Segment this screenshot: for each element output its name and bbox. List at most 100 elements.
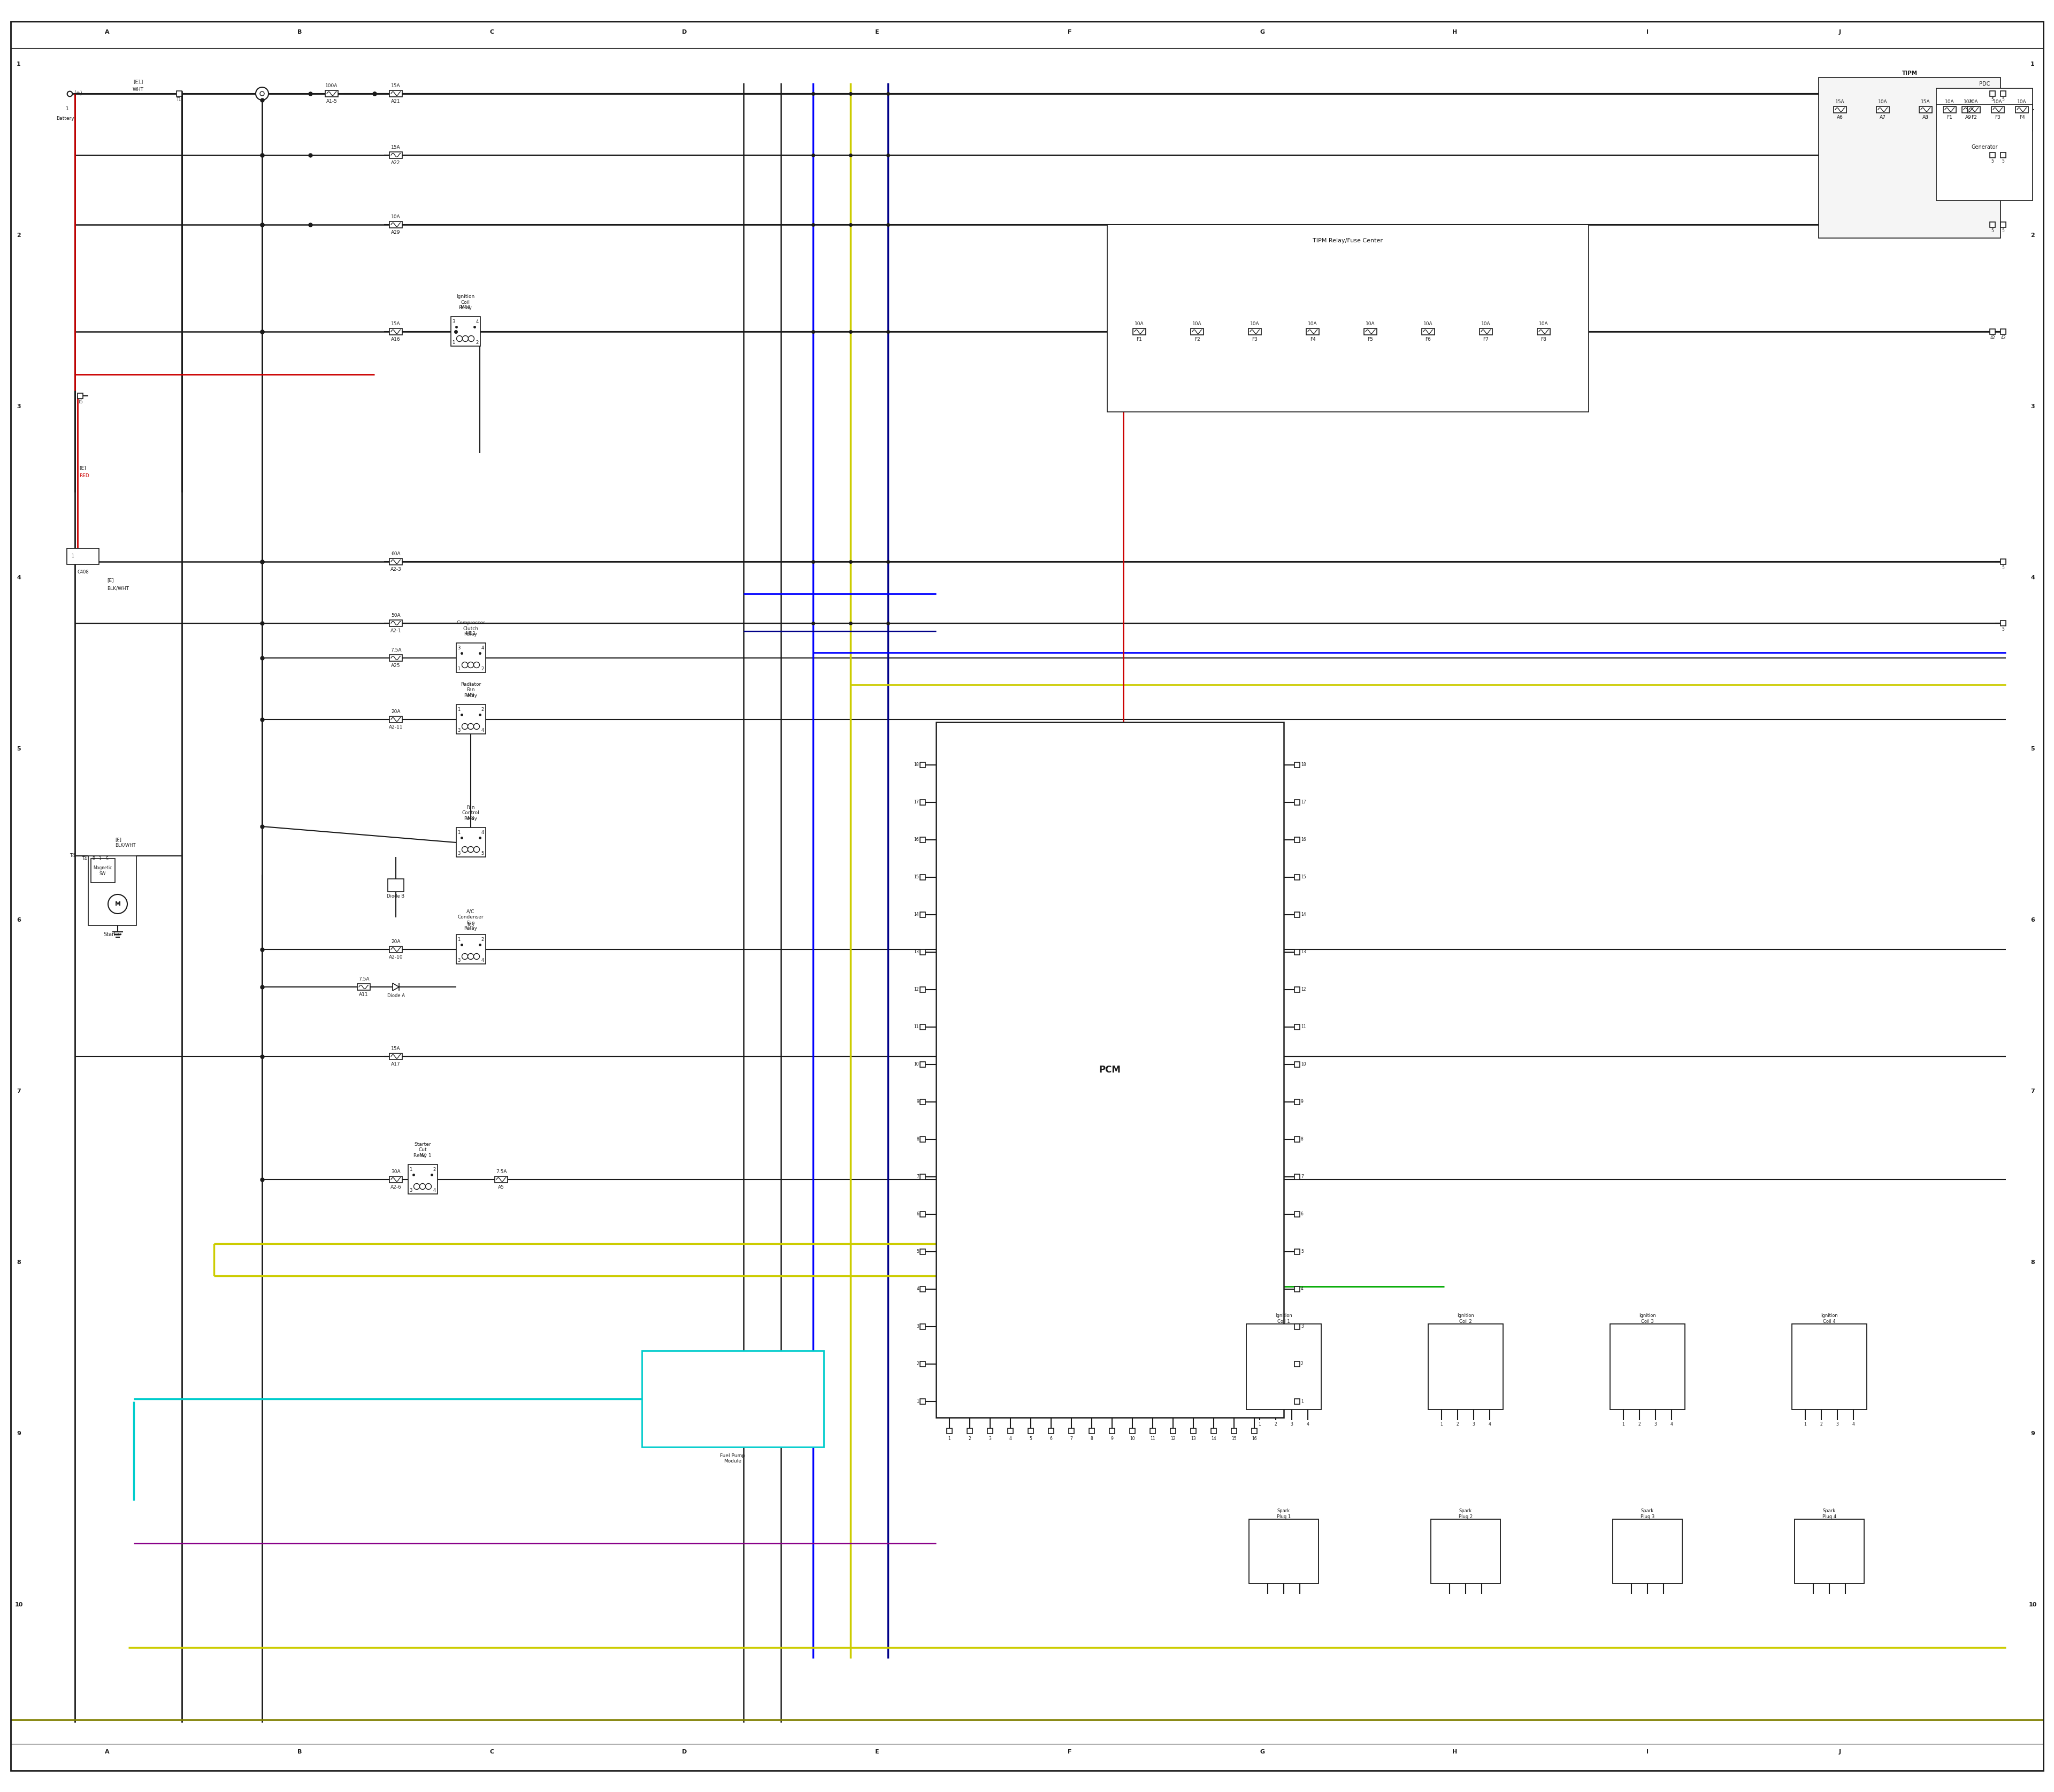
Text: 15: 15 bbox=[1232, 1437, 1237, 1441]
Text: F3: F3 bbox=[1253, 337, 1257, 342]
Text: 2: 2 bbox=[1456, 1421, 1458, 1426]
Bar bbox=[920, 912, 926, 918]
Bar bbox=[1795, 1520, 1865, 1584]
Text: A6: A6 bbox=[1836, 115, 1842, 120]
Text: 3: 3 bbox=[452, 319, 454, 324]
Text: Generator: Generator bbox=[1972, 145, 1999, 151]
Bar bbox=[88, 857, 136, 925]
Circle shape bbox=[468, 846, 474, 853]
Text: 3: 3 bbox=[409, 1188, 413, 1193]
Text: 2: 2 bbox=[433, 1167, 435, 1172]
Text: A2-1: A2-1 bbox=[390, 629, 401, 633]
Text: 42: 42 bbox=[1990, 335, 1994, 340]
Bar bbox=[1109, 1428, 1115, 1434]
Text: 3: 3 bbox=[16, 403, 21, 409]
Text: (+): (+) bbox=[74, 90, 82, 95]
Text: 5: 5 bbox=[16, 745, 21, 751]
Text: 7.5A: 7.5A bbox=[357, 977, 370, 982]
Text: A2-11: A2-11 bbox=[388, 724, 403, 729]
Text: 1: 1 bbox=[16, 61, 21, 66]
Text: 10: 10 bbox=[1130, 1437, 1136, 1441]
Text: 4: 4 bbox=[1853, 1421, 1855, 1426]
Text: 1: 1 bbox=[99, 857, 101, 860]
Bar bbox=[1791, 1324, 1867, 1410]
Circle shape bbox=[462, 661, 468, 668]
Bar bbox=[1421, 328, 1434, 335]
Text: S: S bbox=[105, 857, 109, 860]
Text: 1: 1 bbox=[66, 106, 70, 111]
Text: 13: 13 bbox=[914, 950, 918, 955]
Text: 7.5A: 7.5A bbox=[495, 1170, 507, 1174]
Text: 2: 2 bbox=[16, 233, 21, 238]
Text: 1: 1 bbox=[1259, 1421, 1261, 1426]
Text: Ignition
Coil
Relay: Ignition Coil Relay bbox=[456, 294, 474, 310]
Text: T1: T1 bbox=[177, 97, 181, 102]
Text: Diode B: Diode B bbox=[386, 894, 405, 898]
Bar bbox=[1536, 328, 1551, 335]
Text: 7: 7 bbox=[916, 1174, 918, 1179]
Circle shape bbox=[261, 91, 265, 95]
Text: Starter: Starter bbox=[103, 932, 121, 937]
Bar bbox=[1990, 152, 1994, 158]
Bar bbox=[1834, 106, 1847, 113]
Bar bbox=[1306, 328, 1319, 335]
Bar bbox=[1990, 222, 1994, 228]
Bar bbox=[456, 934, 485, 964]
Bar bbox=[78, 392, 82, 398]
Text: 4: 4 bbox=[1489, 1421, 1491, 1426]
Bar bbox=[1937, 104, 2033, 201]
Text: 2: 2 bbox=[2031, 233, 2036, 238]
Text: 20A: 20A bbox=[390, 710, 401, 715]
Bar bbox=[2001, 222, 2007, 228]
Text: Compressor
Clutch
Relay: Compressor Clutch Relay bbox=[456, 620, 485, 636]
Text: 4: 4 bbox=[2031, 575, 2036, 581]
Circle shape bbox=[456, 335, 462, 342]
Text: M9: M9 bbox=[466, 694, 474, 697]
Text: 3: 3 bbox=[458, 645, 460, 650]
Circle shape bbox=[474, 724, 479, 729]
Bar bbox=[920, 837, 926, 842]
Text: 2: 2 bbox=[1273, 1421, 1278, 1426]
Bar bbox=[1009, 1428, 1013, 1434]
Bar bbox=[1294, 1362, 1300, 1367]
Text: A29: A29 bbox=[390, 229, 401, 235]
Text: 4: 4 bbox=[481, 959, 485, 962]
Text: 2: 2 bbox=[481, 708, 485, 711]
Text: 15A: 15A bbox=[1836, 100, 1844, 104]
Text: A16: A16 bbox=[390, 337, 401, 342]
Text: 8: 8 bbox=[1300, 1136, 1304, 1142]
Text: C: C bbox=[491, 29, 495, 34]
Text: 3: 3 bbox=[1300, 1324, 1304, 1330]
Bar bbox=[1247, 1324, 1321, 1410]
Bar bbox=[456, 643, 485, 672]
Text: 10A: 10A bbox=[1251, 321, 1259, 326]
Text: 9: 9 bbox=[1300, 1100, 1304, 1104]
Text: 9: 9 bbox=[2031, 1432, 2036, 1435]
Text: F7: F7 bbox=[1483, 337, 1489, 342]
Bar bbox=[920, 762, 926, 767]
Text: F: F bbox=[1068, 29, 1072, 34]
Text: 1: 1 bbox=[1440, 1421, 1442, 1426]
Text: A22: A22 bbox=[390, 161, 401, 165]
Text: 2: 2 bbox=[1820, 1421, 1822, 1426]
Text: Magnetic
SW: Magnetic SW bbox=[92, 866, 113, 876]
Text: 3: 3 bbox=[2031, 403, 2036, 409]
Text: 100A: 100A bbox=[325, 84, 339, 88]
Bar bbox=[1212, 1428, 1216, 1434]
Text: 6: 6 bbox=[1300, 1211, 1304, 1217]
Text: 10A: 10A bbox=[1945, 100, 1955, 104]
Circle shape bbox=[474, 846, 479, 853]
Text: Spark
Plug 1: Spark Plug 1 bbox=[1278, 1509, 1290, 1520]
Bar bbox=[920, 1025, 926, 1030]
Text: Fuel Pump
Module: Fuel Pump Module bbox=[721, 1453, 746, 1464]
Bar bbox=[90, 858, 115, 883]
Text: 8: 8 bbox=[1091, 1437, 1093, 1441]
Text: F2: F2 bbox=[1193, 337, 1200, 342]
Text: 3: 3 bbox=[988, 1437, 992, 1441]
Text: 1: 1 bbox=[409, 1167, 413, 1172]
Bar bbox=[1432, 1520, 1499, 1584]
Text: 5: 5 bbox=[1990, 228, 1994, 233]
Bar bbox=[1612, 1520, 1682, 1584]
Bar bbox=[2001, 91, 2007, 97]
Bar bbox=[1294, 1174, 1300, 1179]
